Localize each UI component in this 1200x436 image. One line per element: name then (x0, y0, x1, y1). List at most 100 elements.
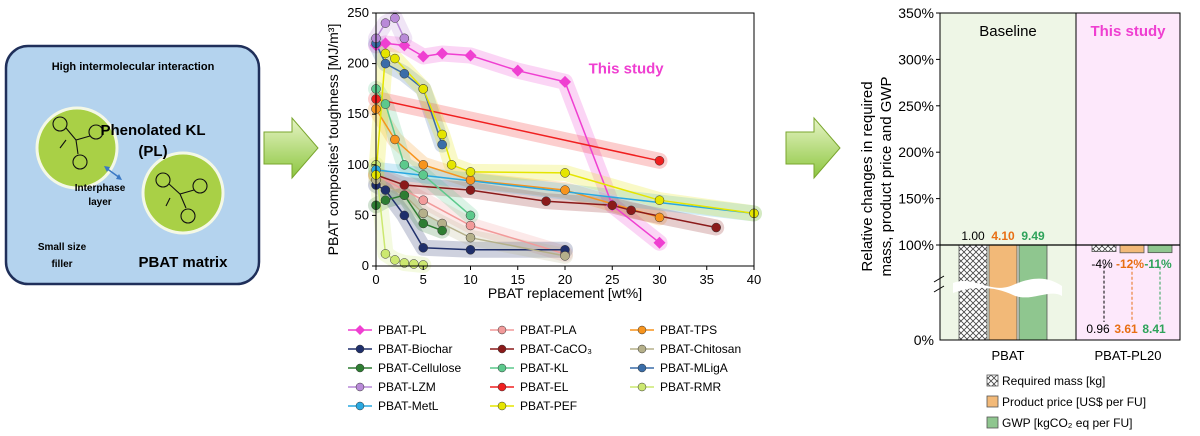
x-tick-label: 40 (747, 272, 761, 287)
y-tick-label: 100 (347, 157, 369, 172)
data-point (399, 68, 410, 79)
data-point (418, 84, 428, 94)
data-point (560, 251, 570, 261)
data-point (654, 195, 665, 205)
data-label: 1.00 (961, 229, 985, 243)
data-point (418, 208, 428, 219)
legend-item: PBAT-Biochar (348, 342, 452, 356)
series-line (375, 174, 566, 255)
legend-item: PBAT-PLA (490, 323, 576, 337)
baseline-label: Baseline (979, 23, 1037, 40)
this-study-label: This study (1090, 23, 1166, 40)
y-tick-label: 0% (914, 332, 934, 348)
data-point (541, 196, 551, 206)
data-point (380, 249, 391, 259)
legend-label: PBAT-TPS (660, 323, 717, 337)
data-point (380, 18, 391, 28)
data-point (399, 33, 410, 44)
right-block-arrow-icon (785, 116, 841, 180)
legend-label: PBAT-KL (520, 361, 569, 375)
x-tick-label: 5 (420, 272, 427, 287)
series-line (375, 52, 755, 215)
y-tick-label: 200% (898, 144, 934, 160)
legend-label: PBAT-Chitosan (660, 342, 741, 356)
y-tick-label: 150% (898, 191, 934, 207)
relative-change-chart: Baseline This study 100% 150% 200% 250% 300% 3… (859, 5, 1181, 430)
y-tick-label: 200 (347, 56, 369, 71)
legend-label: PBAT-MLigA (660, 361, 728, 375)
schematic-panel: High intermolecular interaction Phenolat… (4, 44, 261, 286)
data-point (711, 222, 721, 233)
series-line (375, 179, 566, 257)
legend-label: PBAT-LZM (378, 380, 436, 394)
right-block-arrow-icon (263, 116, 319, 180)
legend-label: PBAT-EL (520, 380, 569, 394)
x-tick-label: 35 (700, 272, 714, 287)
data-point (409, 259, 419, 269)
data-point (465, 245, 476, 255)
this-study-region (1076, 13, 1180, 340)
legend-label: PBAT-PLA (520, 323, 576, 337)
legend-label: PBAT-Cellulose (378, 361, 461, 375)
series-line (375, 42, 660, 244)
data-point (399, 258, 410, 268)
data-point (654, 212, 665, 223)
data-point (607, 200, 617, 211)
data-point (559, 75, 571, 88)
data-point (399, 210, 410, 221)
data-point (380, 195, 391, 205)
data-point (399, 160, 410, 170)
legend-item: PBAT-EL (490, 380, 569, 394)
data-point (446, 160, 457, 170)
data-point (390, 53, 400, 64)
matrix-label: PBAT matrix (139, 254, 229, 271)
x-tick-label: 10 (463, 272, 477, 287)
x-tick-label: 0 (372, 272, 379, 287)
legend-item: PBAT-PL (348, 323, 427, 337)
data-point (390, 13, 400, 23)
molecule-structure-icon (155, 172, 208, 224)
legend: PBAT-PL PBAT-PLA PBAT-TPS PBAT-Biochar PBAT-… (348, 323, 741, 413)
data-point (390, 134, 400, 145)
legend-item: PBAT-Chitosan (630, 342, 741, 356)
data-point (399, 180, 410, 190)
data-point (465, 185, 476, 195)
filler-label-abbrev: (PL) (138, 143, 167, 160)
data-point (653, 236, 666, 249)
data-label: 8.41 (1142, 322, 1166, 336)
bar-pbat (958, 244, 988, 341)
y-tick-label: 150 (347, 106, 369, 121)
data-point (465, 175, 476, 185)
data-label: 0.96 (1086, 322, 1110, 336)
x-tick-label: PBAT-PL20 (1095, 348, 1162, 363)
x-tick-label: 30 (652, 272, 666, 287)
x-tick-label: PBAT (992, 348, 1025, 363)
interphase-label-2: layer (88, 197, 111, 208)
legend-label: Required mass [kg] (1002, 374, 1105, 388)
bar-pbat-pl20 (1147, 244, 1173, 254)
x-tick-label: 25 (605, 272, 619, 287)
data-point (626, 205, 636, 216)
legend-item: PBAT-PEF (490, 399, 577, 413)
bar-pbat-pl20 (1091, 244, 1117, 252)
legend-item: PBAT-RMR (630, 380, 721, 394)
data-point (379, 37, 392, 50)
data-point (465, 220, 476, 231)
data-point (380, 48, 391, 59)
data-point (399, 190, 410, 200)
data-point (380, 58, 391, 69)
data-point (437, 225, 447, 236)
legend-item: PBAT-MLigA (630, 361, 728, 375)
toughness-chart: 0 5 10 15 20 25 30 35 40 0 50 100 150 200 250 This stu… (325, 5, 762, 413)
data-point (465, 210, 476, 221)
y-tick-label: 100% (898, 237, 934, 253)
legend-label: PBAT-MetL (378, 399, 439, 413)
legend-label: PBAT-PL (378, 323, 427, 337)
data-point (464, 49, 477, 62)
data-point (380, 99, 391, 109)
legend-item: PBAT-TPS (630, 323, 717, 337)
y-tick-label: 250% (898, 98, 934, 114)
legend-item: Required mass [kg] (986, 374, 1105, 388)
legend-item: PBAT-MetL (348, 399, 439, 413)
data-point (418, 243, 428, 253)
